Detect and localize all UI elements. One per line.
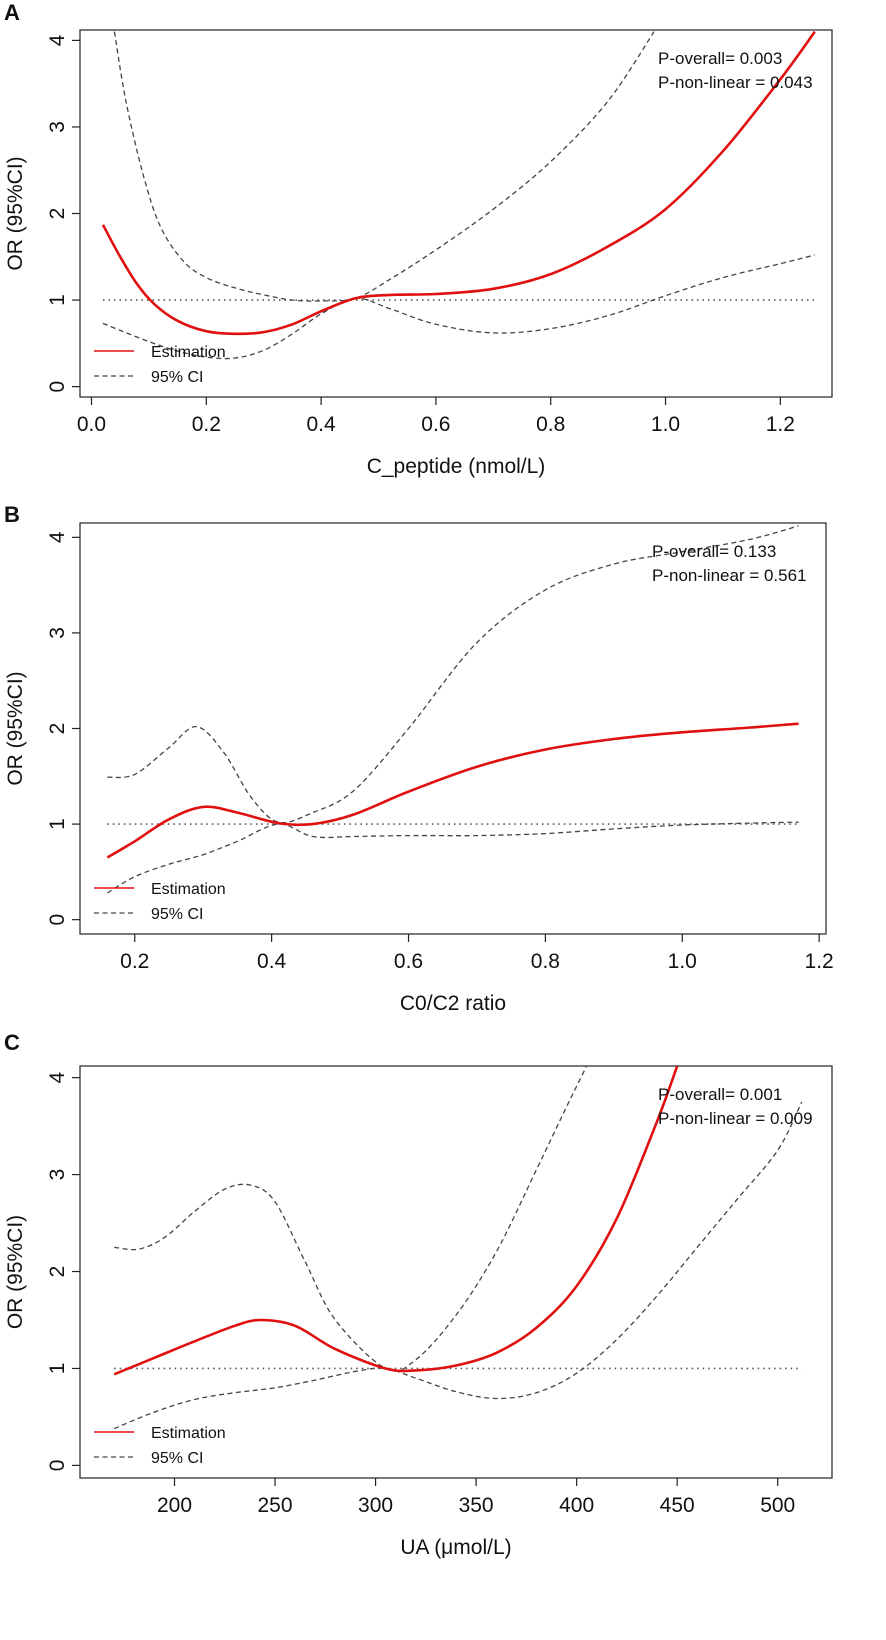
plot-area [113, 1066, 803, 1430]
y-tick-label: 1 [46, 1363, 69, 1375]
x-tick-label: 350 [459, 1494, 494, 1517]
x-axis-title: C0/C2 ratio [400, 992, 506, 1015]
panel-c: C 0 1 2 3 4 200 250 300 350 400 450 500 UA (μmol/L) OR… [4, 1030, 833, 1559]
estimation-curve [113, 1066, 679, 1376]
plot-area [106, 525, 799, 894]
x-tick-label: 0.2 [192, 413, 221, 436]
x-tick-label: 0.6 [394, 950, 423, 973]
legend-ci-label: 95% CI [151, 369, 203, 386]
y-tick-label: 0 [46, 914, 69, 926]
p-overall-text: P-overall= 0.001 [658, 1085, 782, 1104]
x-tick-label: 400 [559, 1494, 594, 1517]
x-axis-title: C_peptide (nmol/L) [367, 455, 546, 478]
x-axis-title: UA (μmol/L) [400, 1536, 511, 1559]
y-tick-label: 4 [46, 34, 69, 46]
y-tick-label: 2 [46, 1266, 69, 1278]
panel-letter: C [4, 1030, 20, 1055]
ci-lower-curve [107, 821, 799, 894]
y-tick-label: 3 [46, 627, 69, 639]
ci-upper-curve [114, 1066, 588, 1372]
y-tick-label: 4 [46, 1071, 69, 1083]
x-tick-label: 250 [258, 1494, 293, 1517]
y-tick-label: 0 [46, 1460, 69, 1472]
legend-estimation-label: Estimation [151, 344, 226, 361]
y-tick-label: 3 [46, 121, 69, 133]
ci-upper-curve [113, 31, 655, 302]
p-nonlinear-text: P-non-linear = 0.043 [658, 73, 813, 92]
x-tick-label: 0.8 [531, 950, 560, 973]
y-tick-label: 3 [46, 1169, 69, 1181]
x-tick-label: 0.6 [421, 413, 450, 436]
panel-letter: B [4, 502, 20, 527]
y-axis-title: OR (95%CI) [4, 156, 27, 270]
y-axis-title: OR (95%CI) [4, 671, 27, 785]
p-overall-text: P-overall= 0.133 [652, 542, 776, 561]
x-tick-label: 1.0 [651, 413, 680, 436]
y-tick-label: 2 [46, 723, 69, 735]
legend-ci-label: 95% CI [151, 906, 203, 923]
panel-letter: A [4, 0, 20, 25]
x-tick-label: 0.2 [120, 950, 149, 973]
y-tick-label: 2 [46, 208, 69, 220]
legend-ci-label: 95% CI [151, 1450, 203, 1467]
p-nonlinear-text: P-non-linear = 0.561 [652, 566, 807, 585]
x-tick-label: 0.4 [257, 950, 287, 973]
x-tick-label: 450 [660, 1494, 695, 1517]
estimation-curve [101, 30, 816, 336]
ci-lower-curve [113, 1101, 803, 1430]
x-tick-label: 300 [358, 1494, 393, 1517]
panel-a: A 0 1 2 3 4 0.0 0.2 0.4 0.6 0.8 1.0 1.2 C_peptide (nm… [4, 0, 833, 478]
plot-area [101, 30, 816, 360]
x-tick-label: 0.0 [77, 413, 106, 436]
panel-b: B 0 1 2 3 4 0.2 0.4 0.6 0.8 1.0 1.2 C0/C2 ratio OR (9… [4, 502, 834, 1015]
y-axis-title: OR (95%CI) [4, 1215, 27, 1329]
y-tick-label: 4 [46, 531, 69, 543]
y-tick-label: 1 [46, 818, 69, 830]
x-tick-label: 1.0 [668, 950, 697, 973]
x-tick-label: 0.8 [536, 413, 565, 436]
estimation-curve [106, 722, 799, 859]
x-tick-label: 1.2 [805, 950, 834, 973]
p-overall-text: P-overall= 0.003 [658, 49, 782, 68]
ci-upper-curve [107, 525, 799, 824]
y-tick-label: 1 [46, 294, 69, 306]
x-tick-label: 200 [157, 1494, 192, 1517]
legend-estimation-label: Estimation [151, 1425, 226, 1442]
x-tick-label: 500 [760, 1494, 795, 1517]
legend-estimation-label: Estimation [151, 881, 226, 898]
y-tick-label: 0 [46, 381, 69, 393]
x-tick-label: 0.4 [306, 413, 336, 436]
p-nonlinear-text: P-non-linear = 0.009 [658, 1109, 813, 1128]
x-tick-label: 1.2 [766, 413, 795, 436]
